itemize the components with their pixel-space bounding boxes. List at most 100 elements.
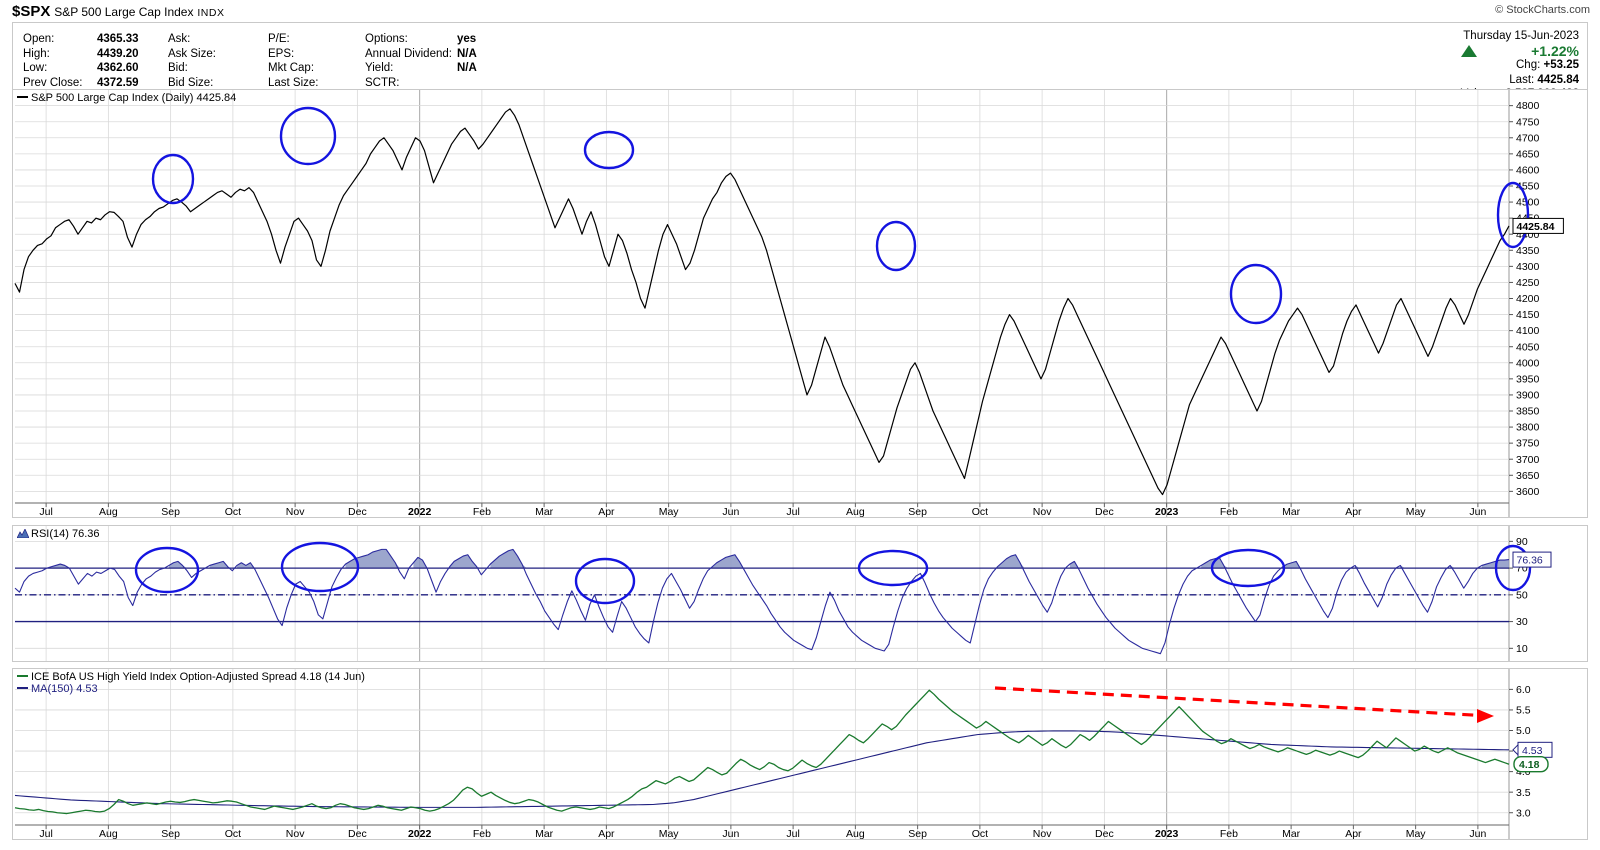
quote-date: 15-Jun-2023	[1514, 30, 1579, 42]
x-axis-tick-label: Sep	[908, 828, 927, 839]
x-axis-tick-label: Jun	[1469, 828, 1486, 839]
x-axis-tick-label: Jul	[786, 828, 799, 839]
quote-row: EPS:	[268, 47, 295, 60]
y-axis-tick-label: 3600	[1516, 486, 1540, 498]
y-axis-tick-label: 4250	[1516, 277, 1540, 289]
x-axis-tick-label: Jul	[39, 506, 52, 517]
quote-row: Last Size:	[268, 76, 319, 89]
annotation-circle-overbought-peak-4	[875, 220, 917, 272]
spread-ma-line	[14, 730, 1510, 808]
rsi-chart-pane[interactable]: 10 30 50 70 90 76.36	[12, 525, 1588, 662]
x-axis-tick-label: Apr	[598, 506, 615, 517]
y-axis-tick-label: 4650	[1516, 148, 1540, 160]
quote-column-options: Options: yes Annual Dividend: N/A Yield: N/…	[365, 32, 477, 90]
x-axis-tick-label: Mar	[1282, 506, 1301, 517]
x-axis-tick-label: Oct	[972, 506, 988, 517]
x-axis-tick-label: Oct	[225, 828, 241, 839]
y-axis-tick-label: 3.0	[1516, 807, 1531, 819]
quote-row: Ask:	[168, 33, 191, 45]
quote-column-ohlc: Open: 4365.33 High: 4439.20 Low: 4362.60 Pr…	[23, 32, 139, 90]
x-axis-tick-label: Feb	[473, 828, 491, 839]
x-axis-tick-label: Oct	[972, 828, 988, 839]
x-axis-tick-label: Jun	[1469, 506, 1486, 517]
quote-row: High: 4439.20	[23, 47, 139, 60]
y-axis-tick-label: 3.5	[1516, 787, 1531, 799]
quote-row: Prev Close: 4372.59	[23, 76, 139, 89]
chart-title: $SPX S&P 500 Large Cap Index INDX	[12, 3, 224, 20]
annotation-ellipse-rsi-overbought-6	[1494, 544, 1532, 592]
quote-row: Last: 4425.84	[1509, 73, 1579, 86]
price-line-swatch	[17, 96, 28, 98]
quote-summary-box: Open: 4365.33 High: 4439.20 Low: 4362.60 Pr…	[12, 22, 1588, 100]
x-axis-tick-label: Jul	[786, 506, 799, 517]
quote-row: Open: 4365.33	[23, 33, 139, 45]
y-axis-tick-label: 3900	[1516, 390, 1540, 402]
svg-text:4425.84: 4425.84	[1517, 221, 1555, 233]
x-axis-tick-label: 2022	[408, 828, 432, 839]
x-axis-tick-label: 2023	[1155, 828, 1179, 839]
x-axis-tick-label: 2022	[408, 506, 432, 517]
x-axis-tick-label: Jun	[722, 506, 739, 517]
annotation-ellipse-rsi-overbought-4	[857, 549, 929, 587]
x-axis-tick-label: Nov	[1033, 506, 1052, 517]
price-legend: S&P 500 Large Cap Index (Daily) 4425.84	[17, 92, 236, 104]
annotation-ellipse-rsi-overbought-2	[280, 541, 360, 593]
y-axis-tick-label: 4800	[1516, 100, 1540, 112]
annotation-ellipse-rsi-overbought-5	[1210, 548, 1286, 588]
x-axis-tick-label: Feb	[1220, 828, 1238, 839]
x-axis-tick-label: Aug	[99, 828, 118, 839]
x-axis-tick-label: Dec	[1095, 506, 1114, 517]
x-axis-tick-label: Nov	[1033, 828, 1052, 839]
y-axis-tick-label: 50	[1516, 589, 1528, 601]
ticker-symbol: $SPX	[12, 3, 51, 20]
spread-legend: ICE BofA US High Yield Index Option-Adju…	[17, 671, 365, 683]
annotation-ellipse-rsi-overbought-3	[574, 557, 636, 605]
up-triangle-icon	[1460, 44, 1477, 57]
y-axis-tick-label: 30	[1516, 616, 1528, 628]
annotation-circle-overbought-peak-6	[1496, 181, 1530, 249]
y-axis-tick-label: 4050	[1516, 341, 1540, 353]
y-axis-tick-label: 4000	[1516, 357, 1540, 369]
quote-row: P/E:	[268, 33, 290, 45]
x-axis-tick-label: Mar	[535, 828, 554, 839]
annotation-ellipse-rsi-overbought-1	[134, 546, 200, 594]
x-axis-tick-label: Feb	[473, 506, 491, 517]
y-axis-tick-label: 4100	[1516, 325, 1540, 337]
rsi-line	[14, 548, 1510, 655]
quote-change-percent: +1.22%	[1531, 42, 1579, 59]
spread-chart-pane[interactable]: 3.03.54.04.55.05.56.0JulAugSepOctNovDec2…	[12, 668, 1588, 840]
x-axis-tick-label: Apr	[1345, 828, 1362, 839]
x-axis-tick-label: Apr	[598, 828, 615, 839]
instrument-name: S&P 500 Large Cap Index	[54, 5, 194, 19]
spread-line	[14, 689, 1510, 815]
rsi-legend: RSI(14) 76.36	[17, 528, 99, 540]
spread-ma-value-tag: 4.53	[1512, 741, 1553, 758]
quote-row: Bid:	[168, 62, 188, 74]
y-axis-tick-label: 3750	[1516, 438, 1540, 450]
price-chart-pane[interactable]: 3600 3650 3700 3750 3800 3850 3900 3950 4000 4050…	[12, 89, 1588, 518]
annotation-circle-overbought-peak-1	[151, 153, 195, 205]
x-axis-tick-label: Oct	[225, 506, 241, 517]
indicator-icon	[17, 529, 29, 538]
y-axis-tick-label: 4350	[1516, 245, 1540, 257]
spread-line-swatch	[17, 675, 28, 677]
y-axis-tick-label: 4700	[1516, 132, 1540, 144]
x-axis-tick-label: Mar	[1282, 828, 1301, 839]
x-axis-tick-label: Sep	[908, 506, 927, 517]
x-axis-tick-label: Aug	[99, 506, 118, 517]
svg-text:76.36: 76.36	[1517, 555, 1543, 567]
y-axis-tick-label: 6.0	[1516, 684, 1531, 696]
x-axis-tick-label: May	[1406, 828, 1427, 839]
trend-arrow-line	[994, 686, 1480, 717]
exchange-code: INDX	[197, 7, 225, 19]
stockcharts-credit: © StockCharts.com	[1495, 4, 1590, 16]
quote-row: Yield: N/A	[365, 62, 477, 74]
value-tag: 4425.84	[1512, 217, 1564, 234]
y-axis-tick-label: 4300	[1516, 261, 1540, 273]
annotation-circle-overbought-peak-3	[583, 130, 635, 170]
y-axis-tick-label: 90	[1516, 536, 1528, 548]
y-axis-tick-label: 3800	[1516, 422, 1540, 434]
y-axis-tick-label: 3700	[1516, 454, 1540, 466]
y-axis-tick-label: 4200	[1516, 293, 1540, 305]
